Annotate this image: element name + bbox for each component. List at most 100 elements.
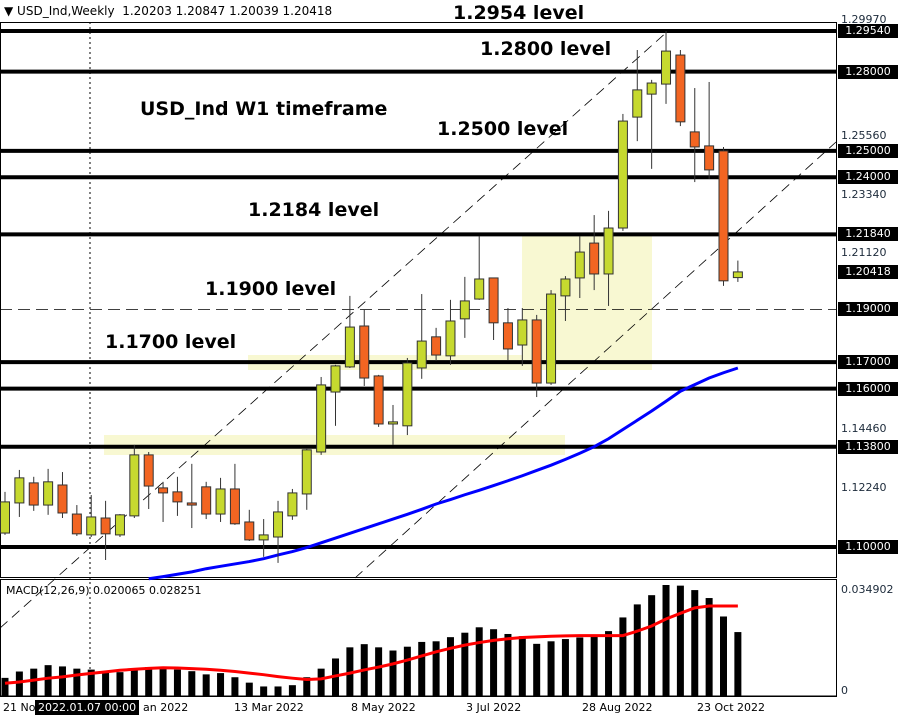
macd-bar: [403, 646, 411, 696]
price-tick-label: 1.21120: [841, 246, 887, 260]
date-label: 21 No: [3, 701, 36, 714]
candle-bull: [445, 320, 456, 357]
candle-bull: [732, 271, 743, 279]
macd-bar: [303, 677, 311, 696]
macd-bar: [375, 647, 383, 696]
price-level-label: 1.24000: [838, 170, 898, 185]
macd-label: MACD(12,26,9) 0.020065 0.028251: [6, 584, 202, 597]
price-level-label: 1.29540: [838, 24, 898, 38]
date-label: 3 Jul 2022: [466, 701, 522, 714]
macd-bar: [432, 641, 440, 696]
macd-bar: [475, 627, 483, 696]
macd-bar: [73, 668, 81, 696]
candle-bull: [560, 278, 571, 297]
candle-bull: [287, 492, 298, 517]
chart-header: ▼ USD_Ind,Weekly 1.20203 1.20847 1.20039…: [4, 4, 332, 18]
date-label: 13 Mar 2022: [234, 701, 304, 714]
candle-bull: [330, 365, 341, 393]
candle-bear: [244, 521, 255, 541]
candle-bull: [344, 326, 355, 368]
candle-bull: [43, 481, 54, 506]
macd-top-label: 0.034902: [841, 583, 894, 596]
main-chart-frame: [0, 22, 837, 578]
date-label: an 2022: [143, 701, 189, 714]
macd-bar: [734, 632, 742, 696]
annotation-1.1900: 1.1900 level: [205, 278, 337, 300]
macd-bar: [217, 673, 225, 696]
macd-bar: [30, 668, 38, 696]
macd-bar: [518, 636, 526, 696]
channel-lower-line: [354, 141, 837, 579]
annotation-timeframe: USD_Ind W1 timeframe: [140, 98, 388, 120]
price-tick-label: 1.29970: [841, 12, 887, 26]
price-level-label: 1.17000: [838, 355, 898, 370]
channel-upper-line: [0, 30, 669, 629]
candle-bear: [201, 486, 212, 515]
macd-bar: [691, 590, 699, 696]
candle-bull: [474, 278, 485, 300]
macd-bar: [44, 665, 52, 696]
macd-bar: [648, 595, 656, 696]
candle-bull: [517, 319, 528, 346]
candle-bear: [431, 336, 442, 356]
macd-bar: [130, 668, 138, 696]
candle-bear: [689, 131, 700, 148]
macd-bar: [116, 672, 124, 696]
macd-bar: [446, 637, 454, 696]
candle-bear: [502, 322, 513, 350]
date-label: 28 Aug 2022: [582, 701, 653, 714]
price-level-label: 1.10000: [838, 540, 898, 555]
candle-bear: [589, 242, 600, 275]
price-level-label: 1.21840: [838, 227, 898, 242]
triangle-down-icon[interactable]: ▼: [4, 4, 18, 18]
macd-bar: [662, 585, 670, 696]
macd-bar: [547, 641, 555, 696]
macd-bar: [231, 677, 239, 696]
candle-bull: [546, 293, 557, 384]
candle-bear: [229, 488, 240, 525]
candle-bull: [387, 421, 398, 425]
highlight-zone: [522, 233, 652, 370]
candle-bear: [186, 502, 197, 506]
candle-bear: [675, 54, 686, 123]
macd-signal-line: [4, 604, 738, 685]
price-level-label: 1.16000: [838, 381, 898, 396]
candle-bull: [14, 477, 25, 504]
macd-bar: [1, 677, 9, 696]
macd-bar: [590, 636, 598, 696]
macd-bar: [87, 669, 95, 696]
candle-bear: [718, 150, 729, 282]
macd-bar: [533, 643, 541, 696]
price-level-label: 1.25000: [838, 143, 898, 158]
macd-bar: [15, 671, 23, 696]
macd-bar: [260, 686, 268, 696]
macd-bar: [561, 639, 569, 696]
candle-bull: [632, 89, 643, 118]
price-level-label: 1.19000: [838, 302, 898, 317]
macd-bar: [705, 598, 713, 696]
macd-bar: [274, 686, 282, 696]
macd-bar: [145, 667, 153, 696]
candle-bear: [704, 145, 715, 171]
candle-bull: [129, 454, 140, 517]
macd-bar: [202, 674, 210, 696]
macd-bar: [418, 641, 426, 696]
candle-bear: [100, 517, 111, 535]
candle-bull: [617, 120, 628, 229]
candle-bull: [0, 501, 10, 534]
price-tick-label: 1.14460: [841, 422, 887, 436]
macd-bar: [504, 633, 512, 696]
price-level-label: 1.28000: [838, 64, 898, 79]
candle-bear: [531, 319, 542, 384]
moving-average-line: [148, 366, 739, 581]
candle-bear: [71, 513, 82, 535]
macd-bar: [490, 629, 498, 696]
price-level-label: 1.13800: [838, 439, 898, 454]
macd-bar: [159, 667, 167, 696]
macd-bar: [676, 585, 684, 696]
date-label: 8 May 2022: [351, 701, 416, 714]
candle-bull: [273, 511, 284, 538]
candle-bear: [28, 482, 39, 506]
ohlc-values: 1.20203 1.20847 1.20039 1.20418: [122, 4, 333, 18]
